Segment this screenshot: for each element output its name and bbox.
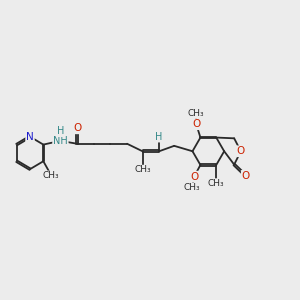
Text: CH₃: CH₃ xyxy=(188,109,205,118)
Text: H: H xyxy=(57,126,64,136)
Text: O: O xyxy=(237,146,245,156)
Text: CH₃: CH₃ xyxy=(184,183,200,192)
Text: O: O xyxy=(192,119,200,129)
Text: NH: NH xyxy=(53,136,68,146)
Text: N: N xyxy=(26,132,34,142)
Text: O: O xyxy=(73,123,81,133)
Text: H: H xyxy=(155,132,163,142)
Text: CH₃: CH₃ xyxy=(208,179,225,188)
Text: CH₃: CH₃ xyxy=(134,166,151,175)
Text: O: O xyxy=(242,171,250,181)
Text: CH₃: CH₃ xyxy=(43,171,59,180)
Text: O: O xyxy=(190,172,198,182)
